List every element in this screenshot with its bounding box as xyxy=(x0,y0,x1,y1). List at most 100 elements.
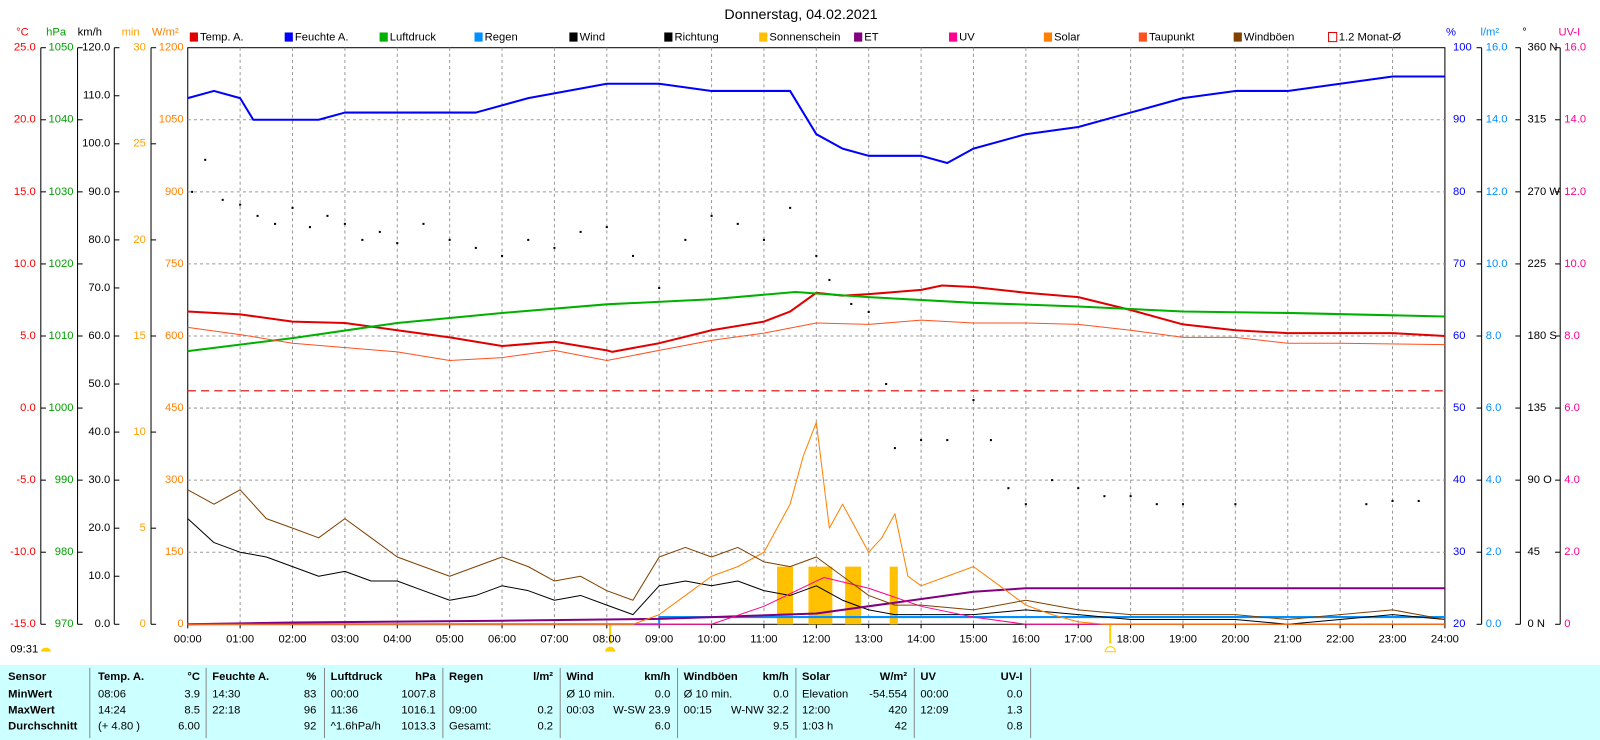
legend-label: 1.2 Monat-Ø xyxy=(1339,32,1402,44)
table-cell: 83 xyxy=(304,688,316,700)
axis-unit: W/m² xyxy=(152,26,179,38)
table-cell: 08:06 xyxy=(98,688,126,700)
y-tick-label: 12.0 xyxy=(1486,186,1508,198)
table-header: Wind xyxy=(566,671,593,683)
y-tick-label: 600 xyxy=(165,330,184,342)
direction-point xyxy=(815,254,818,257)
y-tick-label: 6.0 xyxy=(1564,402,1580,414)
direction-point xyxy=(828,278,831,281)
x-tick-label: 02:00 xyxy=(278,633,306,645)
x-tick-label: 05:00 xyxy=(436,633,464,645)
y-tick-label: 980 xyxy=(55,546,74,558)
x-tick-label: 01:00 xyxy=(226,633,254,645)
legend-label: Richtung xyxy=(674,32,718,44)
x-tick-label: 17:00 xyxy=(1064,633,1092,645)
direction-point xyxy=(378,230,381,233)
sun-icon xyxy=(40,647,52,652)
legend-label: Wind xyxy=(580,32,606,44)
legend-label: Regen xyxy=(485,32,518,44)
table-cell: 3.9 xyxy=(184,688,200,700)
table-header: hPa xyxy=(415,671,436,683)
y-tick-label: 15.0 xyxy=(14,186,36,198)
legend-label: Sonnenschein xyxy=(769,32,840,44)
y-tick-label: 90.0 xyxy=(88,186,110,198)
y-tick-label: 15 xyxy=(133,330,145,342)
series-line xyxy=(187,489,1445,621)
table-cell: 9.5 xyxy=(773,721,789,733)
direction-point xyxy=(1129,495,1132,498)
legend-swatch xyxy=(1138,32,1147,42)
y-tick-label: 1200 xyxy=(159,42,184,54)
x-tick-label: 24:00 xyxy=(1431,633,1459,645)
x-tick-label: 20:00 xyxy=(1221,633,1249,645)
direction-point xyxy=(291,206,294,209)
direction-point xyxy=(920,439,923,442)
series-line xyxy=(187,291,1445,353)
direction-point xyxy=(867,310,870,313)
y-tick-label: 16.0 xyxy=(1564,42,1586,54)
y-tick-label: 1020 xyxy=(49,258,74,270)
table-cell: Durchschnitt xyxy=(8,721,77,733)
sunshine-bar xyxy=(816,566,825,625)
direction-point xyxy=(204,158,207,161)
update-time: 09:31 xyxy=(10,644,38,656)
y-tick-label: 40.0 xyxy=(88,426,110,438)
y-tick-label: 110.0 xyxy=(83,90,110,102)
table-cell: 1:03 h xyxy=(802,721,833,733)
direction-point xyxy=(579,230,582,233)
table-cell: 42 xyxy=(895,721,907,733)
table-cell: MinWert xyxy=(8,688,52,700)
table-header: km/h xyxy=(763,671,789,683)
legend-swatch xyxy=(948,32,958,42)
sunrise-icon xyxy=(605,646,616,652)
y-tick-label: 750 xyxy=(165,258,184,270)
legend-swatch xyxy=(759,32,768,42)
direction-point xyxy=(762,238,765,241)
direction-point xyxy=(1417,499,1420,502)
table-header: Luftdruck xyxy=(331,671,383,683)
y-tick-label: 360 N xyxy=(1528,42,1558,54)
y-tick-label: 80.0 xyxy=(88,234,110,246)
y-tick-label: 970 xyxy=(55,618,74,630)
table-cell: 1007.8 xyxy=(401,688,435,700)
direction-point xyxy=(221,198,224,201)
y-tick-label: 1050 xyxy=(49,42,74,54)
y-tick-label: 2.0 xyxy=(1564,546,1580,558)
table-cell: 0.0 xyxy=(773,688,789,700)
legend-swatch xyxy=(1328,31,1338,43)
table-header: Feuchte A. xyxy=(212,671,269,683)
y-tick-label: 30 xyxy=(133,42,145,54)
y-tick-label: 100.0 xyxy=(82,138,110,150)
y-tick-label: 30.0 xyxy=(88,474,110,486)
table-cell: 12:09 xyxy=(920,705,948,717)
table-cell: 1013.3 xyxy=(401,721,435,733)
table-cell: 14:24 xyxy=(98,705,126,717)
direction-point xyxy=(274,222,277,225)
y-tick-label: 5.0 xyxy=(20,330,36,342)
table-header: °C xyxy=(187,671,200,683)
table-cell: 420 xyxy=(888,705,907,717)
y-tick-label: 70.0 xyxy=(88,282,110,294)
x-tick-label: 21:00 xyxy=(1274,633,1302,645)
direction-point xyxy=(1365,503,1368,506)
x-tick-label: 06:00 xyxy=(488,633,516,645)
series-line xyxy=(187,587,1445,626)
x-tick-label: 23:00 xyxy=(1378,633,1406,645)
axis-unit: % xyxy=(1446,26,1456,38)
x-tick-label: 00:00 xyxy=(174,633,202,645)
y-tick-label: 80 xyxy=(1453,186,1465,198)
direction-point xyxy=(989,439,992,442)
y-tick-label: 60.0 xyxy=(88,330,110,342)
y-tick-label: 50 xyxy=(1453,402,1465,414)
legend-label: Taupunkt xyxy=(1149,32,1195,44)
sunshine-bar xyxy=(808,566,817,625)
table-cell: 22:18 xyxy=(212,705,240,717)
direction-point xyxy=(789,206,792,209)
y-tick-label: 25.0 xyxy=(14,42,36,54)
y-tick-label: 900 xyxy=(165,186,184,198)
y-tick-label: 300 xyxy=(165,474,184,486)
table-cell: 12:00 xyxy=(802,705,830,717)
direction-point xyxy=(1024,503,1027,506)
axis-unit: hPa xyxy=(46,26,67,38)
y-tick-label: 90 O xyxy=(1528,474,1553,486)
